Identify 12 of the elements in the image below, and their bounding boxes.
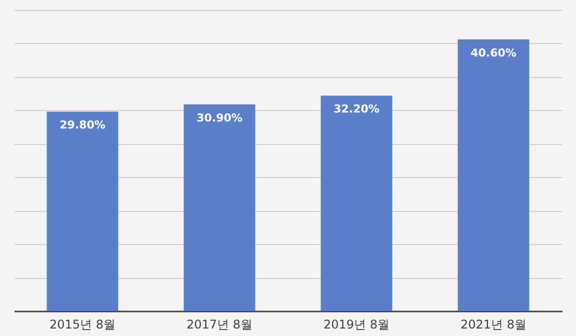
bar	[184, 104, 256, 311]
data-label: 40.60%	[470, 46, 516, 60]
data-label: 32.20%	[334, 102, 380, 116]
bar	[320, 96, 392, 311]
x-tick-label: 2015년 8월	[50, 318, 116, 332]
bar	[46, 112, 118, 311]
x-tick-label: 2019년 8월	[324, 318, 390, 332]
x-tick-label: 2021년 8월	[460, 318, 526, 332]
data-label: 29.80%	[60, 118, 106, 132]
data-label: 30.90%	[196, 111, 242, 124]
x-tick-label: 2017년 8월	[186, 318, 252, 332]
bar	[458, 39, 530, 311]
